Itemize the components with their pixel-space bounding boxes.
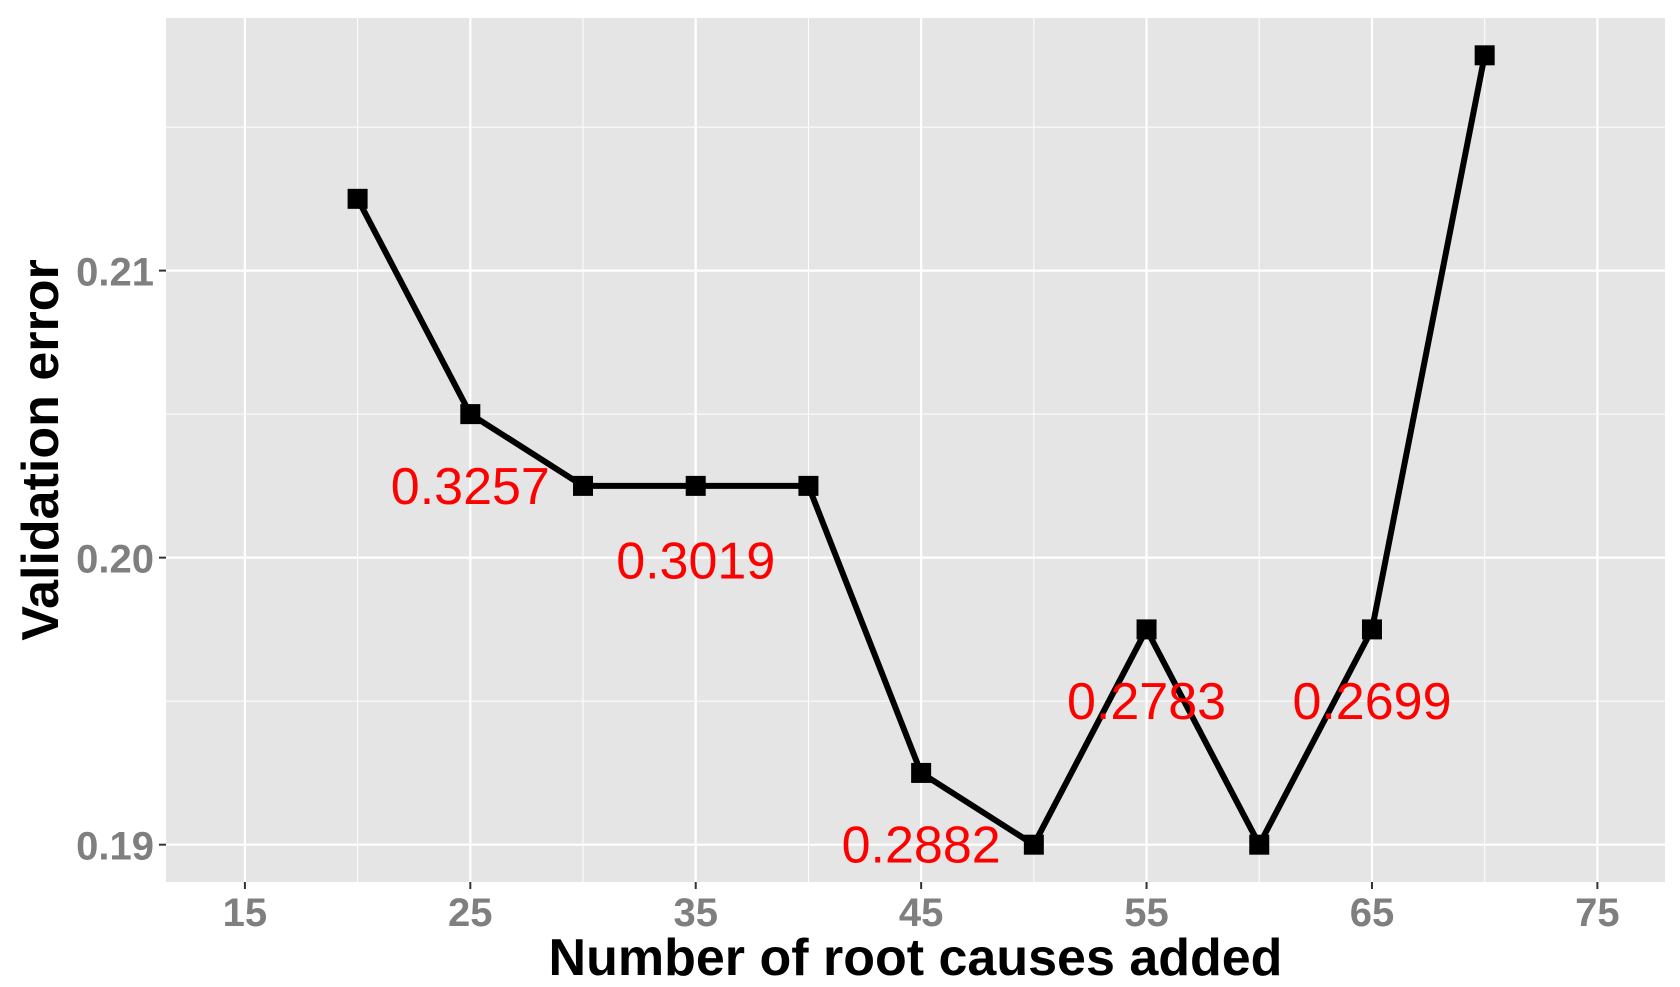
x-tick-label: 15 — [223, 891, 268, 935]
value-annotation: 0.3019 — [616, 533, 775, 591]
y-tick-label: 0.21 — [76, 251, 154, 295]
x-tick-label: 55 — [1124, 891, 1169, 935]
data-point-marker — [1136, 619, 1157, 640]
x-tick-label: 25 — [448, 891, 493, 935]
plot-panel — [166, 18, 1665, 882]
x-tick-label: 75 — [1575, 891, 1620, 935]
data-point-marker — [347, 188, 368, 209]
x-tick-label: 45 — [899, 891, 944, 935]
x-tick-label: 65 — [1350, 891, 1395, 935]
value-annotation: 0.2882 — [842, 817, 1001, 875]
x-tick-label: 35 — [673, 891, 718, 935]
data-point-marker — [685, 475, 706, 496]
major-gridlines — [166, 18, 1665, 882]
data-point-marker — [911, 762, 932, 783]
y-axis-title: Validation error — [12, 259, 70, 640]
data-point-marker — [573, 475, 594, 496]
data-point-marker — [1249, 834, 1270, 855]
minor-gridlines — [166, 18, 1665, 882]
value-annotation: 0.2783 — [1067, 673, 1226, 731]
y-tick-label: 0.20 — [76, 538, 154, 582]
series-markers — [347, 45, 1495, 855]
y-tick-labels: 0.19 0.20 0.21 — [76, 251, 154, 869]
data-point-marker — [798, 475, 819, 496]
axis-ticks — [159, 269, 1599, 889]
value-annotation: 0.3257 — [391, 458, 550, 516]
y-tick-label: 0.19 — [76, 825, 154, 869]
x-tick-labels: 15 25 35 45 55 65 75 — [223, 891, 1620, 935]
data-point-marker — [460, 404, 481, 425]
x-axis-title: Number of root causes added — [549, 929, 1283, 987]
data-point-marker — [1023, 834, 1044, 855]
data-point-marker — [1361, 619, 1382, 640]
value-annotations: 0.3257 0.3019 0.2882 0.2783 0.2699 — [391, 458, 1452, 875]
value-annotation: 0.2699 — [1292, 673, 1451, 731]
data-point-marker — [1474, 45, 1495, 66]
